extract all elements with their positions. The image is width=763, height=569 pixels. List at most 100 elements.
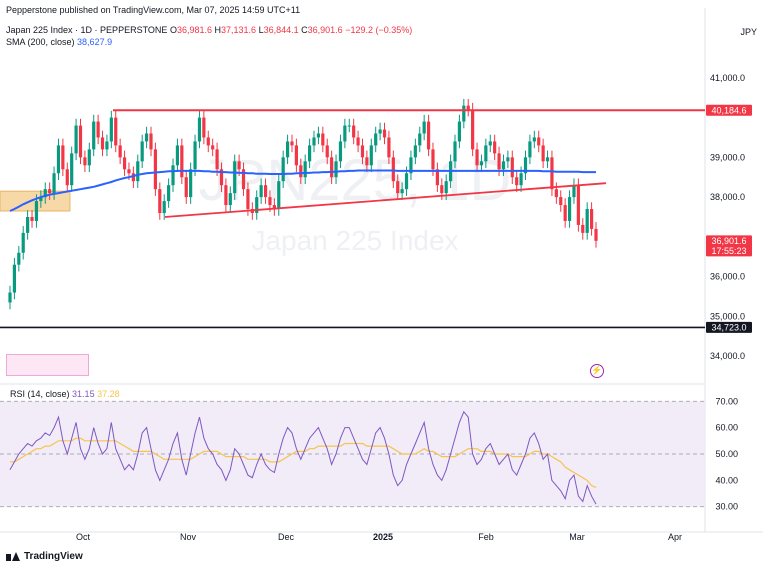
- candle-body: [585, 209, 589, 233]
- candle-body: [52, 173, 56, 194]
- candle-body: [303, 161, 307, 178]
- candle-body: [193, 141, 197, 170]
- candle-body: [484, 145, 488, 162]
- candle-body: [440, 185, 444, 194]
- candle-body: [444, 181, 448, 194]
- candle-body: [545, 157, 550, 162]
- candle-body: [356, 137, 360, 146]
- candle-body: [567, 197, 572, 221]
- candle-body: [118, 145, 122, 158]
- rsi-ma-value: 37.28: [97, 389, 120, 399]
- time-tick-label: Feb: [478, 532, 494, 542]
- candle-body: [343, 125, 347, 142]
- flash-icon[interactable]: ⚡: [590, 364, 604, 378]
- time-tick-label: Mar: [569, 532, 585, 542]
- published-note: Pepperstone published on TradingView.com…: [6, 5, 301, 15]
- rsi-tick-label: 60.00: [715, 423, 738, 433]
- price-tick-label: 41,000.0: [710, 73, 745, 83]
- candle-body: [308, 145, 312, 162]
- rsi-ma-line: [10, 437, 597, 489]
- candle-body: [127, 169, 131, 174]
- candle-body: [409, 157, 413, 174]
- candle-body: [352, 125, 356, 138]
- candle-body: [149, 133, 153, 150]
- candle-body: [100, 137, 105, 150]
- candle-body: [136, 161, 140, 182]
- price-tick-label: 39,000.0: [710, 152, 745, 162]
- candle-body: [294, 145, 298, 166]
- price-tick-label: 36,000.0: [710, 272, 745, 282]
- candle-body: [581, 224, 585, 233]
- time-tick-label: Dec: [278, 532, 295, 542]
- price-tag-bg: [706, 104, 752, 116]
- tradingview-logo[interactable]: TradingView: [6, 551, 83, 562]
- candle-body: [506, 157, 510, 162]
- time-tick-label: Oct: [76, 532, 91, 542]
- candle-body: [140, 141, 144, 162]
- candle-body: [180, 145, 184, 178]
- candle-body: [391, 157, 395, 182]
- candle-body: [21, 232, 25, 253]
- price-tick-label: 34,000.0: [710, 351, 745, 361]
- candle-body: [594, 228, 598, 241]
- candle-body: [105, 141, 109, 150]
- candle-body: [39, 197, 43, 202]
- rsi-line: [9, 410, 597, 505]
- candle-body: [554, 189, 558, 198]
- price-tag-label: 34,723.0: [711, 322, 746, 332]
- candle-body: [528, 141, 532, 158]
- candle-body: [299, 165, 303, 178]
- candle-body: [457, 121, 462, 142]
- candle-body: [493, 141, 497, 154]
- ohlc-change: −129.2 (−0.35%): [345, 25, 413, 35]
- price-tag-label: 17:55:23: [711, 246, 746, 256]
- candle-body: [563, 205, 567, 221]
- candle-body: [259, 185, 263, 198]
- candle-body: [541, 145, 545, 162]
- candle-body: [65, 169, 69, 186]
- candle-body: [400, 189, 404, 194]
- candle-body: [497, 153, 501, 170]
- candle-body: [233, 161, 237, 194]
- candle-body: [26, 216, 30, 233]
- candle-body: [268, 197, 272, 206]
- candle-body: [241, 169, 246, 190]
- candle-body: [475, 149, 479, 166]
- sma-legend: SMA (200, close) 38,627.9: [6, 37, 112, 47]
- candle-body: [382, 129, 387, 138]
- rsi-tick-label: 50.00: [715, 449, 738, 459]
- candle-body: [74, 125, 78, 154]
- price-tag-label: 40,184.6: [711, 105, 746, 115]
- candle-body: [109, 117, 113, 142]
- candle-body: [519, 173, 523, 186]
- candle-body: [206, 137, 210, 146]
- candle-body: [255, 197, 259, 214]
- sma-label: SMA (200, close): [6, 37, 75, 47]
- candle-body: [167, 185, 171, 202]
- candle-body: [114, 117, 118, 146]
- candle-body: [237, 161, 241, 170]
- rsi-tick-label: 30.00: [715, 502, 738, 512]
- candle-body: [12, 264, 17, 293]
- candle-body: [347, 125, 351, 127]
- candle-body: [272, 205, 276, 210]
- candle-body: [426, 121, 431, 150]
- candle-body: [197, 117, 202, 142]
- candle-body: [523, 157, 528, 174]
- candle-body: [228, 193, 232, 206]
- candle-body: [537, 137, 541, 146]
- candle-body: [61, 145, 65, 170]
- sma-line: [9, 169, 596, 212]
- candle-body: [189, 169, 193, 198]
- price-tag-bg: [706, 245, 752, 257]
- candle-body: [17, 252, 21, 265]
- ohlc-o: O36,981.6: [169, 25, 212, 35]
- candle-body: [96, 121, 100, 138]
- candle-body: [404, 173, 409, 190]
- candle-body: [158, 189, 162, 214]
- candle-body: [466, 105, 470, 110]
- candle-body: [131, 173, 135, 182]
- candle-body: [122, 157, 127, 170]
- candle-body: [360, 145, 365, 158]
